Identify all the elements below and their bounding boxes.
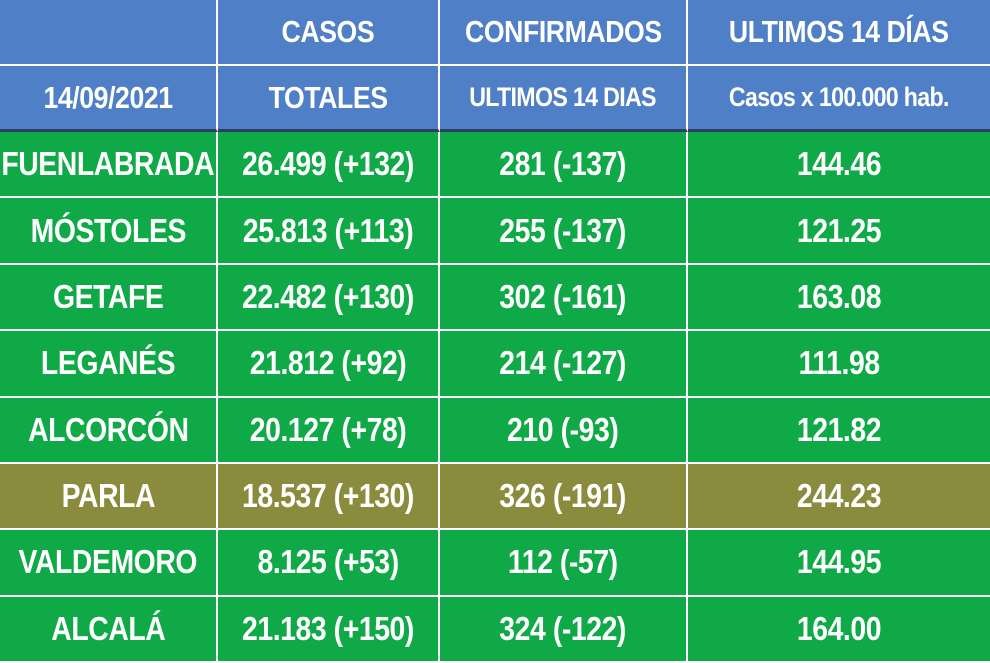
row-confirmados-14-dias: 214 (-127) <box>440 331 688 398</box>
row-city: LEGANÉS <box>0 331 218 398</box>
row-tasa-100000: 111.98 <box>688 331 990 398</box>
header-casos: CASOS <box>218 0 440 66</box>
header-ultimos-14-dias: ULTIMOS 14 DÍAS <box>688 0 990 66</box>
row-city: FUENLABRADA <box>0 132 218 199</box>
row-tasa-100000: 163.08 <box>688 264 990 332</box>
row-casos-totales: 21.812 (+92) <box>218 331 440 398</box>
row-tasa-100000: 121.25 <box>688 198 990 265</box>
row-casos-totales: 26.499 (+132) <box>218 132 440 199</box>
row-city: GETAFE <box>0 264 218 332</box>
header-casos-por-100000: Casos x 100.000 hab. <box>688 66 990 132</box>
header-date: 14/09/2021 <box>0 66 218 132</box>
row-tasa-100000: 164.00 <box>688 596 990 663</box>
row-confirmados-14-dias: 281 (-137) <box>440 132 688 199</box>
row-tasa-100000: 121.82 <box>688 397 990 464</box>
row-casos-totales: 18.537 (+130) <box>218 463 440 531</box>
row-casos-totales: 8.125 (+53) <box>218 530 440 597</box>
row-city: MÓSTOLES <box>0 198 218 265</box>
row-tasa-100000: 244.23 <box>688 463 990 531</box>
row-tasa-100000: 144.46 <box>688 132 990 199</box>
header-totales: TOTALES <box>218 66 440 132</box>
header-empty-cell <box>0 0 218 66</box>
row-city: ALCORCÓN <box>0 397 218 464</box>
row-casos-totales: 25.813 (+113) <box>218 198 440 265</box>
row-casos-totales: 22.482 (+130) <box>218 264 440 332</box>
row-confirmados-14-dias: 302 (-161) <box>440 264 688 332</box>
row-tasa-100000: 144.95 <box>688 530 990 597</box>
row-city-highlighted: PARLA <box>0 463 218 531</box>
header-ultimos-14-dias-sub: ULTIMOS 14 DIAS <box>440 66 688 132</box>
row-confirmados-14-dias: 326 (-191) <box>440 463 688 531</box>
row-city: ALCALÁ <box>0 596 218 663</box>
row-casos-totales: 21.183 (+150) <box>218 596 440 663</box>
row-confirmados-14-dias: 210 (-93) <box>440 397 688 464</box>
row-confirmados-14-dias: 255 (-137) <box>440 198 688 265</box>
row-confirmados-14-dias: 112 (-57) <box>440 530 688 597</box>
header-confirmados: CONFIRMADOS <box>440 0 688 66</box>
row-confirmados-14-dias: 324 (-122) <box>440 596 688 663</box>
row-city: VALDEMORO <box>0 530 218 597</box>
row-casos-totales: 20.127 (+78) <box>218 397 440 464</box>
